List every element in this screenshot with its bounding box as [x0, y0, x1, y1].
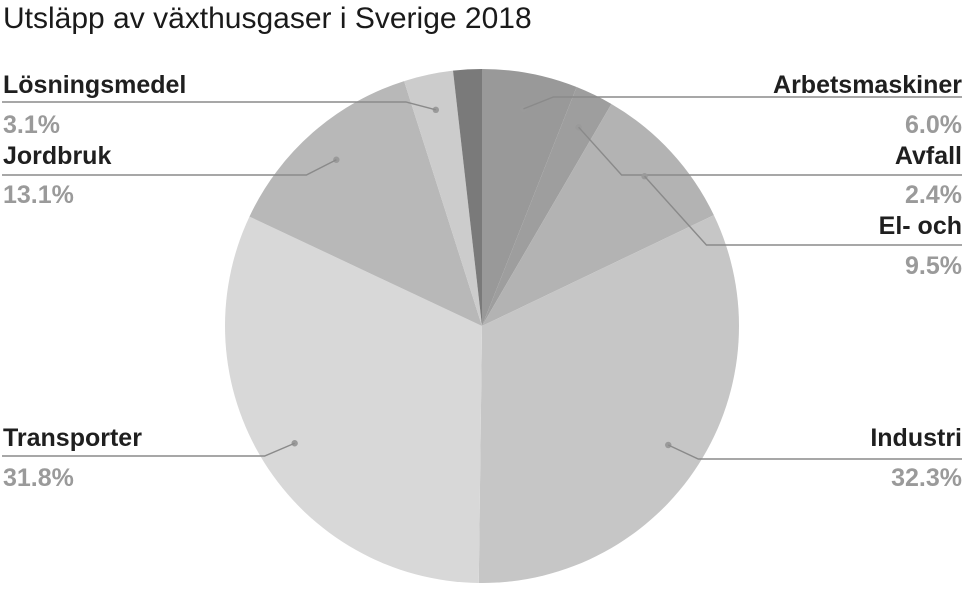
leader-dot-industri	[665, 441, 672, 449]
slice-label-jordbruk: Jordbruk	[3, 142, 111, 170]
pie-slice-avfall	[482, 87, 612, 326]
slice-percent-jordbruk: 13.1%	[3, 181, 74, 209]
pie-slice-industri	[478, 215, 739, 584]
pie-slice-el-och	[482, 103, 714, 326]
leader-line-avfall	[578, 126, 962, 176]
leader-line-losningsmedel	[2, 101, 436, 111]
leader-line-industri	[667, 444, 962, 460]
slice-label-arbetsmaskiner: Arbetsmaskiner	[773, 71, 962, 99]
pie-slice-transporter	[224, 216, 482, 583]
pie-slice-losningsmedel	[404, 70, 482, 326]
slice-label-avfall: Avfall	[895, 142, 962, 170]
leader-line-el-och	[644, 175, 962, 246]
pie-slice-jordbruk	[249, 81, 482, 326]
slice-percent-transporter: 31.8%	[3, 464, 74, 492]
leader-line-transporter	[2, 442, 295, 457]
leader-line-arbetsmaskiner	[523, 96, 962, 110]
leader-line-jordbruk	[2, 159, 337, 176]
leader-dot-transporter	[291, 440, 298, 447]
slice-label-industri: Industri	[870, 424, 962, 452]
pie-slice-unlabeled	[453, 69, 482, 326]
slice-percent-arbetsmaskiner: 6.0%	[905, 111, 962, 139]
slice-percent-losningsmedel: 3.1%	[3, 111, 60, 139]
slice-percent-industri: 32.3%	[891, 464, 962, 492]
slice-percent-avfall: 2.4%	[905, 181, 962, 209]
slice-label-el-och: El- och	[879, 212, 962, 240]
leader-dot-jordbruk	[333, 156, 340, 163]
slice-percent-el-och: 9.5%	[905, 252, 962, 280]
slice-label-transporter: Transporter	[3, 424, 142, 452]
slice-label-losningsmedel: Lösningsmedel	[3, 71, 186, 99]
chart-title: Utsläpp av växthusgaser i Sverige 2018	[3, 2, 532, 35]
pie-slice-arbetsmaskiner	[482, 69, 577, 326]
